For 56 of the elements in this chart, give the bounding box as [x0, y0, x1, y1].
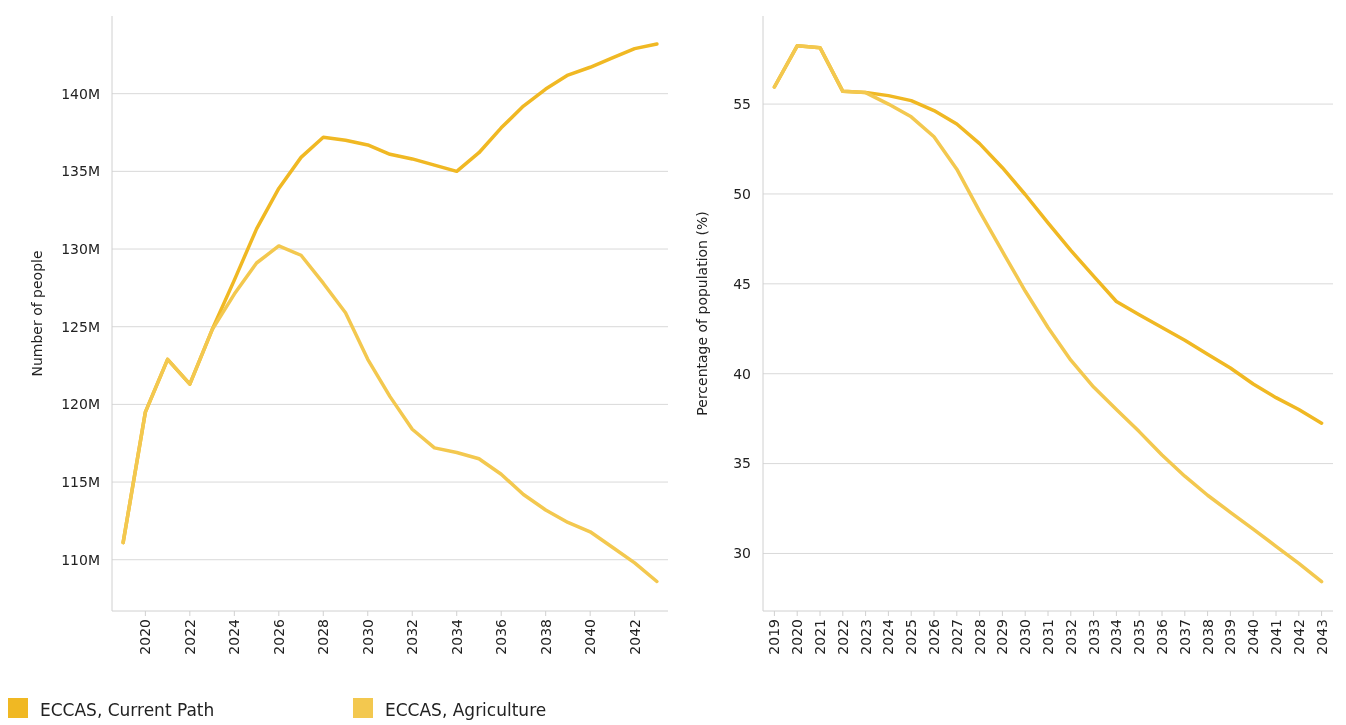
legend-label: ECCAS, Current Path — [40, 700, 215, 720]
x-tick-label: 2020 — [137, 619, 154, 655]
x-tick-label: 2042 — [1290, 619, 1307, 655]
y-axis-title: Number of people — [29, 250, 45, 377]
x-tick-label: 2040 — [582, 619, 599, 655]
y-tick-label: 45 — [733, 275, 751, 292]
y-axis-title: Percentage of population (%) — [694, 211, 710, 416]
x-tick-label: 2031 — [1039, 619, 1056, 655]
y-tick-label: 55 — [733, 95, 751, 112]
y-tick-label: 130M — [61, 240, 100, 257]
x-tick-label: 2038 — [537, 619, 554, 655]
x-tick-label: 2022 — [181, 619, 198, 655]
y-tick-label: 125M — [61, 318, 100, 335]
x-tick-label: 2037 — [1176, 619, 1193, 655]
x-tick-label: 2035 — [1131, 619, 1148, 655]
x-tick-label: 2036 — [493, 618, 510, 655]
x-tick-label: 2032 — [404, 619, 421, 655]
x-tick-label: 2024 — [880, 618, 897, 655]
y-tick-label: 120M — [61, 396, 100, 413]
y-tick-label: 140M — [61, 85, 100, 102]
x-tick-label: 2034 — [1108, 618, 1125, 655]
x-tick-label: 2027 — [948, 619, 965, 655]
x-tick-label: 2041 — [1267, 619, 1284, 655]
y-tick-label: 40 — [733, 365, 751, 382]
x-tick-label: 2019 — [766, 619, 783, 655]
x-tick-label: 2039 — [1222, 619, 1239, 655]
x-tick-label: 2025 — [903, 619, 920, 655]
y-tick-label: 115M — [61, 473, 100, 490]
x-tick-label: 2028 — [315, 619, 332, 655]
x-tick-label: 2033 — [1085, 619, 1102, 655]
line-series — [772, 44, 1324, 584]
line-series — [121, 244, 659, 584]
y-tick-label: 35 — [733, 455, 751, 472]
x-tick-label: 2020 — [789, 619, 806, 655]
y-tick-label: 110M — [61, 551, 100, 568]
x-tick-label: 2034 — [448, 618, 465, 655]
x-tick-label: 2042 — [626, 619, 643, 655]
x-tick-label: 2038 — [1199, 619, 1216, 655]
y-tick-label: 50 — [733, 185, 751, 202]
x-tick-label: 2023 — [857, 619, 874, 655]
x-tick-label: 2030 — [359, 619, 376, 655]
legend-label: ECCAS, Agriculture — [385, 700, 547, 720]
x-tick-label: 2026 — [270, 618, 287, 655]
x-tick-label: 2021 — [811, 619, 828, 655]
y-tick-label: 135M — [61, 163, 100, 180]
x-tick-label: 2030 — [1017, 619, 1034, 655]
y-tick-label: 30 — [733, 545, 751, 562]
x-tick-label: 2040 — [1245, 619, 1262, 655]
x-tick-label: 2026 — [925, 618, 942, 655]
x-tick-label: 2029 — [994, 619, 1011, 655]
x-tick-label: 2022 — [834, 619, 851, 655]
x-tick-label: 2028 — [971, 619, 988, 655]
x-tick-label: 2032 — [1062, 619, 1079, 655]
x-tick-label: 2043 — [1313, 619, 1330, 655]
x-tick-label: 2024 — [226, 618, 243, 655]
x-tick-label: 2036 — [1153, 618, 1170, 655]
